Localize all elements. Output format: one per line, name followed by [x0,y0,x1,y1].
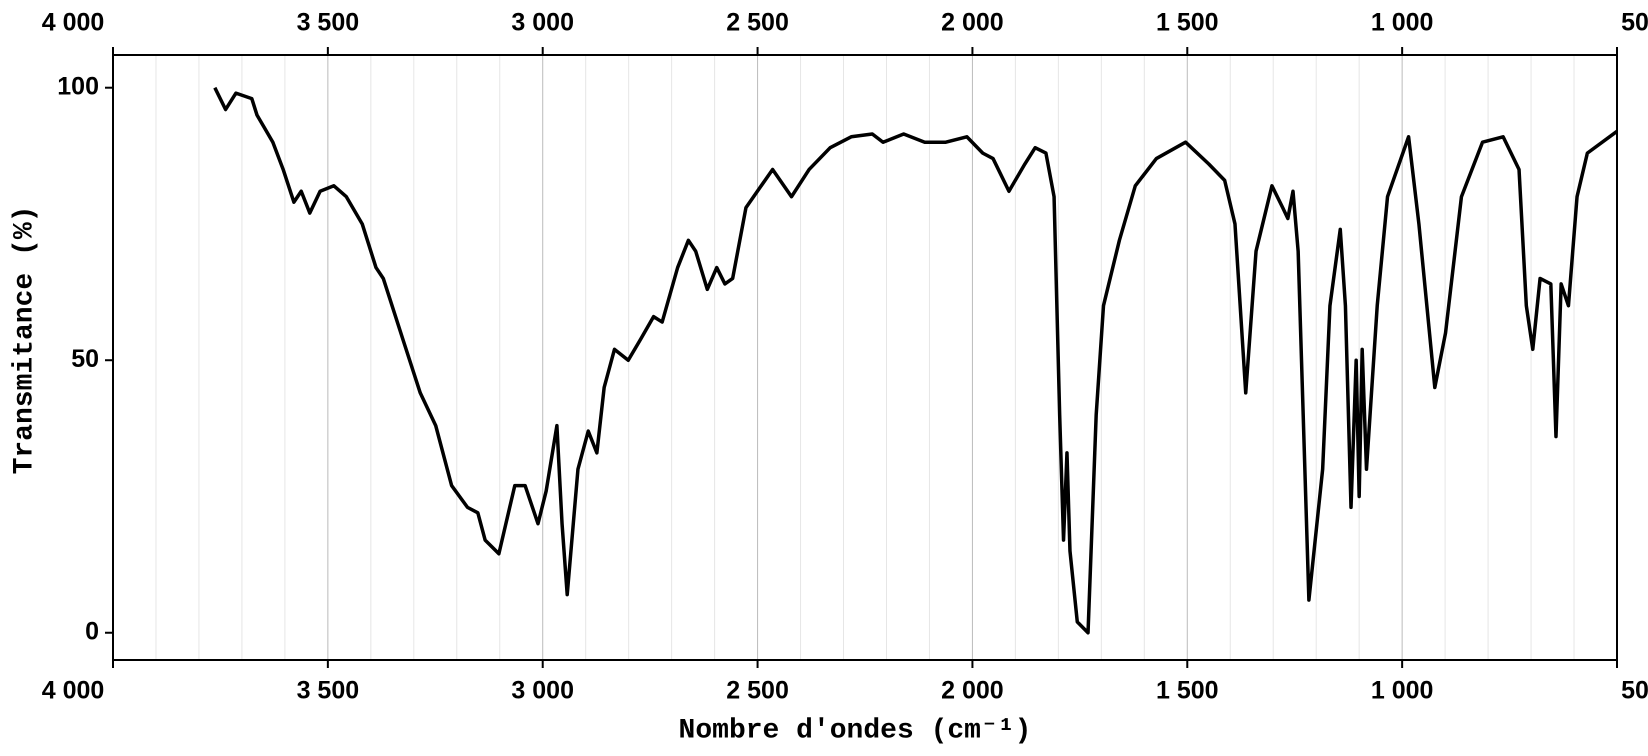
y-tick-label: 50 [71,345,99,373]
x-tick-label-top: 2 500 [726,9,789,37]
x-tick-label: 3 000 [511,677,574,705]
y-tick-label: 100 [57,72,99,100]
spectrum-line [213,86,1619,635]
x-tick-label-top: 1 500 [1156,9,1219,37]
x-tick-label: 500 [1621,677,1648,705]
x-tick-label-top: 4 000 [42,9,105,37]
x-tick-label: 3 500 [297,677,360,705]
x-tick-label: 2 000 [941,677,1004,705]
x-tick-label-top: 500 [1621,9,1648,37]
x-axis-label: Nombre d'ondes (cm⁻¹) [679,715,1032,746]
x-tick-label: 4 000 [42,677,105,705]
x-tick-label-top: 2 000 [941,9,1004,37]
x-tick-label-top: 3 500 [297,9,360,37]
x-tick-label: 1 500 [1156,677,1219,705]
x-tick-label: 2 500 [726,677,789,705]
y-axis-label: Transmitance (%) [9,206,40,475]
x-tick-label: 1 000 [1371,677,1434,705]
x-tick-label-top: 1 000 [1371,9,1434,37]
x-tick-label-top: 3 000 [511,9,574,37]
plot-frame [112,54,1618,661]
y-tick-label: 0 [85,617,99,645]
